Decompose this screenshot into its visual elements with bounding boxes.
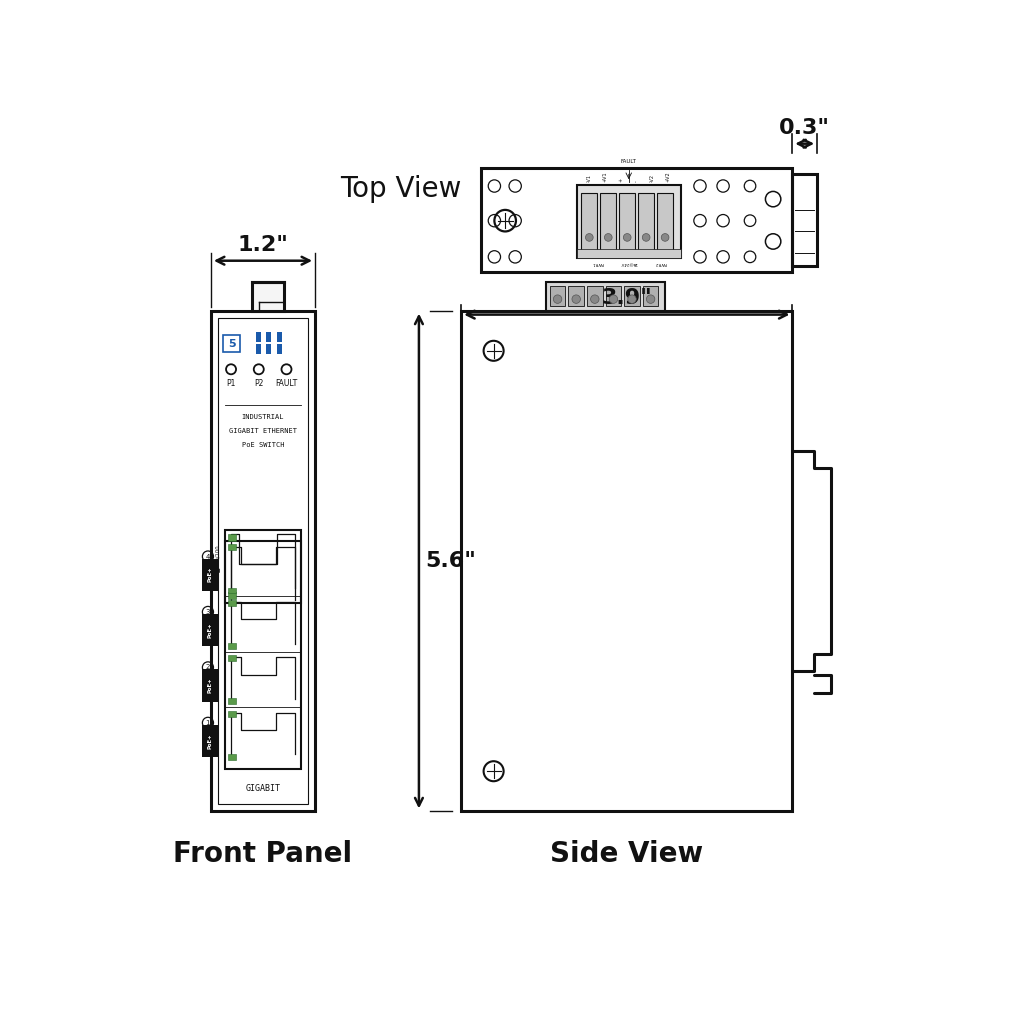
Text: +V1: +V1 (602, 172, 607, 182)
Circle shape (553, 295, 562, 303)
Text: 1A@24V: 1A@24V (620, 261, 637, 265)
Bar (225, 541, 301, 769)
Text: Top View: Top View (340, 175, 461, 204)
Text: 4: 4 (206, 554, 210, 559)
Circle shape (572, 295, 580, 303)
Bar (224, 336, 240, 352)
Text: Side View: Side View (550, 840, 703, 867)
Text: P2: P2 (254, 379, 263, 387)
Bar (228, 655, 236, 662)
Bar (278, 333, 282, 342)
Text: 1: 1 (205, 720, 210, 726)
Circle shape (662, 233, 669, 242)
Bar (569, 286, 584, 306)
Circle shape (624, 233, 631, 242)
Circle shape (590, 295, 599, 303)
Bar (217, 317, 308, 804)
Text: 3: 3 (205, 609, 210, 615)
Bar (255, 333, 260, 342)
Bar (546, 282, 666, 310)
Circle shape (642, 233, 650, 242)
Text: -: - (634, 180, 639, 182)
Bar (587, 286, 602, 306)
Bar (577, 249, 681, 258)
Text: PoE+: PoE+ (207, 623, 212, 638)
Bar (228, 754, 236, 760)
Text: PWR1: PWR1 (591, 261, 603, 265)
Text: PoE+: PoE+ (207, 567, 212, 583)
Circle shape (628, 295, 636, 303)
Bar (792, 174, 817, 266)
Bar (211, 310, 314, 811)
Bar (228, 698, 236, 705)
Text: PoE+: PoE+ (207, 678, 212, 693)
Bar (605, 286, 621, 306)
Bar (461, 310, 792, 811)
Text: FAULT: FAULT (621, 159, 637, 164)
Bar (620, 193, 635, 252)
Text: 0.3": 0.3" (779, 118, 830, 137)
Bar (481, 168, 792, 272)
Bar (228, 545, 236, 550)
Bar (643, 286, 659, 306)
Circle shape (585, 233, 593, 242)
Text: GIGABIT ETHERNET: GIGABIT ETHERNET (229, 428, 297, 434)
Bar (228, 592, 237, 599)
Bar (225, 530, 301, 603)
Text: 2: 2 (206, 665, 210, 671)
Text: Front Panel: Front Panel (174, 840, 352, 867)
Bar (228, 711, 236, 717)
Bar (202, 614, 218, 646)
Circle shape (646, 295, 654, 303)
Text: +V2: +V2 (666, 172, 671, 182)
Bar (550, 286, 566, 306)
Bar (228, 600, 236, 605)
Bar (202, 725, 218, 757)
Text: -V2: -V2 (650, 174, 654, 182)
Bar (228, 643, 236, 649)
Bar (624, 286, 640, 306)
Text: GIGABIT: GIGABIT (245, 783, 281, 793)
Bar (228, 588, 236, 593)
Bar (658, 193, 673, 252)
Text: 5.6": 5.6" (425, 551, 476, 571)
Bar (577, 185, 681, 258)
Text: P1: P1 (227, 379, 236, 387)
Text: PoE SWITCH: PoE SWITCH (242, 441, 284, 447)
Circle shape (610, 295, 618, 303)
Text: 3.9": 3.9" (601, 289, 652, 308)
Text: +: + (619, 178, 624, 182)
Circle shape (604, 233, 613, 242)
Bar (228, 535, 237, 541)
Text: PoE+: PoE+ (207, 733, 212, 749)
Text: INDUSTRIAL: INDUSTRIAL (242, 414, 284, 420)
Text: -V1: -V1 (587, 174, 592, 182)
Text: 1000  ■  10/100: 1000 ■ 10/100 (215, 545, 221, 589)
Bar (255, 344, 260, 354)
Text: PWR2: PWR2 (654, 261, 667, 265)
Bar (266, 344, 272, 354)
Bar (202, 558, 218, 591)
Bar (202, 670, 218, 701)
Bar (581, 193, 597, 252)
Bar (600, 193, 617, 252)
Text: FAULT: FAULT (276, 379, 297, 387)
Bar (251, 282, 284, 310)
Bar (266, 333, 272, 342)
Bar (638, 193, 654, 252)
Text: 1.2": 1.2" (238, 234, 289, 255)
Bar (278, 344, 282, 354)
Text: 5: 5 (228, 339, 236, 349)
